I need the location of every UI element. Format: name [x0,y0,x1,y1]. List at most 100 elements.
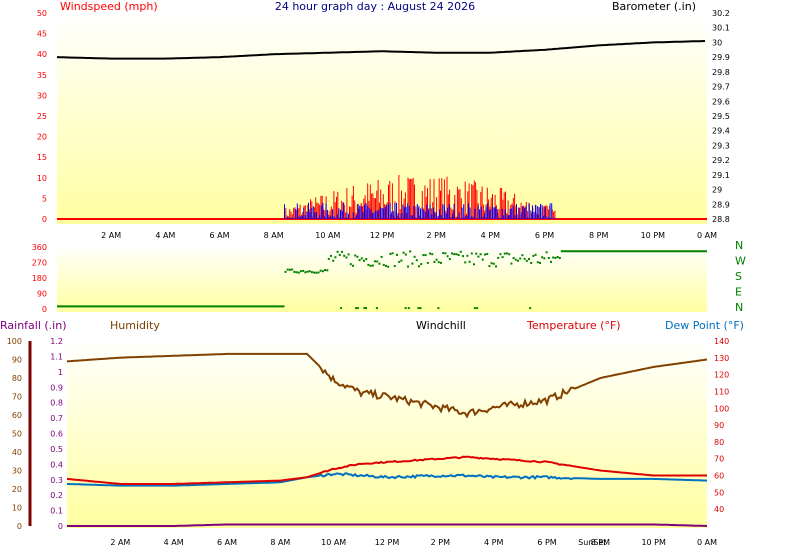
compass-label: W [735,255,746,268]
windspeed-tick-label: 5 [42,194,47,203]
direction-point [528,258,530,261]
windspeed-tick-label: 45 [37,30,47,39]
humidity-tick-label: 90 [12,356,22,365]
direction-point [488,265,491,268]
direction-point [356,307,359,310]
chart-title: 24 hour graph day : August 24 2026 [275,0,475,13]
direction-point [407,307,410,310]
direction-point [499,253,502,256]
temperature-tick-label: 100 [714,404,729,413]
rainfall-tick-label: 0 [58,522,63,531]
temperature-tick-label: 120 [714,371,729,380]
direction-point [393,265,396,268]
direction-point [326,269,329,272]
time-tick-label: 8 PM [589,231,608,240]
direction-point [291,268,294,271]
direction-tick-label: 180 [32,274,47,283]
direction-point [319,269,322,272]
direction-point [304,271,307,274]
time-tick-label: 12 PM [375,538,400,547]
direction-point [413,255,416,258]
direction-point [363,307,366,310]
windspeed-tick-label: 40 [37,50,47,59]
direction-point [302,269,305,272]
windspeed-tick-label: 25 [37,112,47,121]
direction-point [501,256,504,259]
barometer-tick-label: 30 [712,38,722,47]
direction-point [387,265,390,268]
barometer-tick-label: 29 [712,186,722,195]
direction-point [404,253,407,256]
direction-point [470,252,473,255]
humidity-tick-label: 70 [12,393,22,402]
direction-point [440,261,442,264]
direction-point [352,264,354,267]
direction-point [398,260,401,263]
direction-point [466,254,469,257]
direction-point [341,250,343,253]
windspeed-tick-label: 30 [37,91,47,100]
direction-point [402,251,405,254]
direction-point [426,261,429,264]
humidity-tick-label: 100 [7,337,22,346]
temperature-tick-label: 130 [714,354,729,363]
time-tick-label: 4 PM [481,231,500,240]
temperature-tick-label: 40 [714,505,724,514]
direction-point [345,256,348,259]
direction-point [382,263,385,266]
direction-point [473,263,475,266]
barometer-line [56,40,706,60]
humidity-tick-label: 0 [17,522,22,531]
barometer-tick-label: 30.1 [712,24,730,33]
temperature-axis-title: Temperature (°F) [526,319,621,332]
direction-point [554,256,557,259]
humidity-tick-label: 40 [12,448,22,457]
windspeed-tick-label: 10 [37,174,47,183]
temperature-line [66,455,707,485]
direction-point [486,253,489,255]
barometer-tick-label: 29.8 [712,68,730,77]
humidity-tick-label: 80 [12,374,22,383]
direction-point [484,253,486,256]
rainfall-axis-title: Rainfall (.in) [0,319,67,332]
direction-point [547,257,550,259]
direction-point [495,265,497,268]
direction-point [317,271,320,274]
time-tick-label: 4 AM [155,231,175,240]
direction-point [462,255,464,258]
direction-point [525,259,528,262]
direction-point [550,260,552,263]
direction-point [512,257,515,260]
direction-point [327,257,330,260]
direction-point [343,254,346,257]
direction-point [404,307,407,310]
direction-point [295,271,298,274]
direction-point [365,307,367,310]
direction-point [288,268,291,271]
rainfall-tick-label: 0.2 [50,491,63,500]
direction-point [367,263,370,266]
direction-point [543,257,546,260]
direction-point [464,261,467,264]
direction-point [365,258,368,261]
direction-point [407,265,409,268]
barometer-tick-label: 29.2 [712,156,730,165]
direction-point [558,257,561,259]
direction-point [532,254,535,257]
direction-point [514,258,517,261]
time-tick-label: 8 AM [270,538,290,547]
direction-point [375,307,378,310]
direction-point [321,270,324,273]
barometer-tick-label: 29.7 [712,83,730,92]
rainfall-tick-label: 0.9 [50,383,63,392]
direction-point [358,259,361,262]
rainfall-tick-label: 0.8 [50,399,63,408]
direction-point [330,254,332,257]
direction-point [552,256,555,259]
time-tick-label: 10 PM [641,231,666,240]
direction-point [506,252,508,255]
temperature-tick-label: 140 [714,337,729,346]
direction-point [437,307,440,310]
direction-point [497,256,500,259]
